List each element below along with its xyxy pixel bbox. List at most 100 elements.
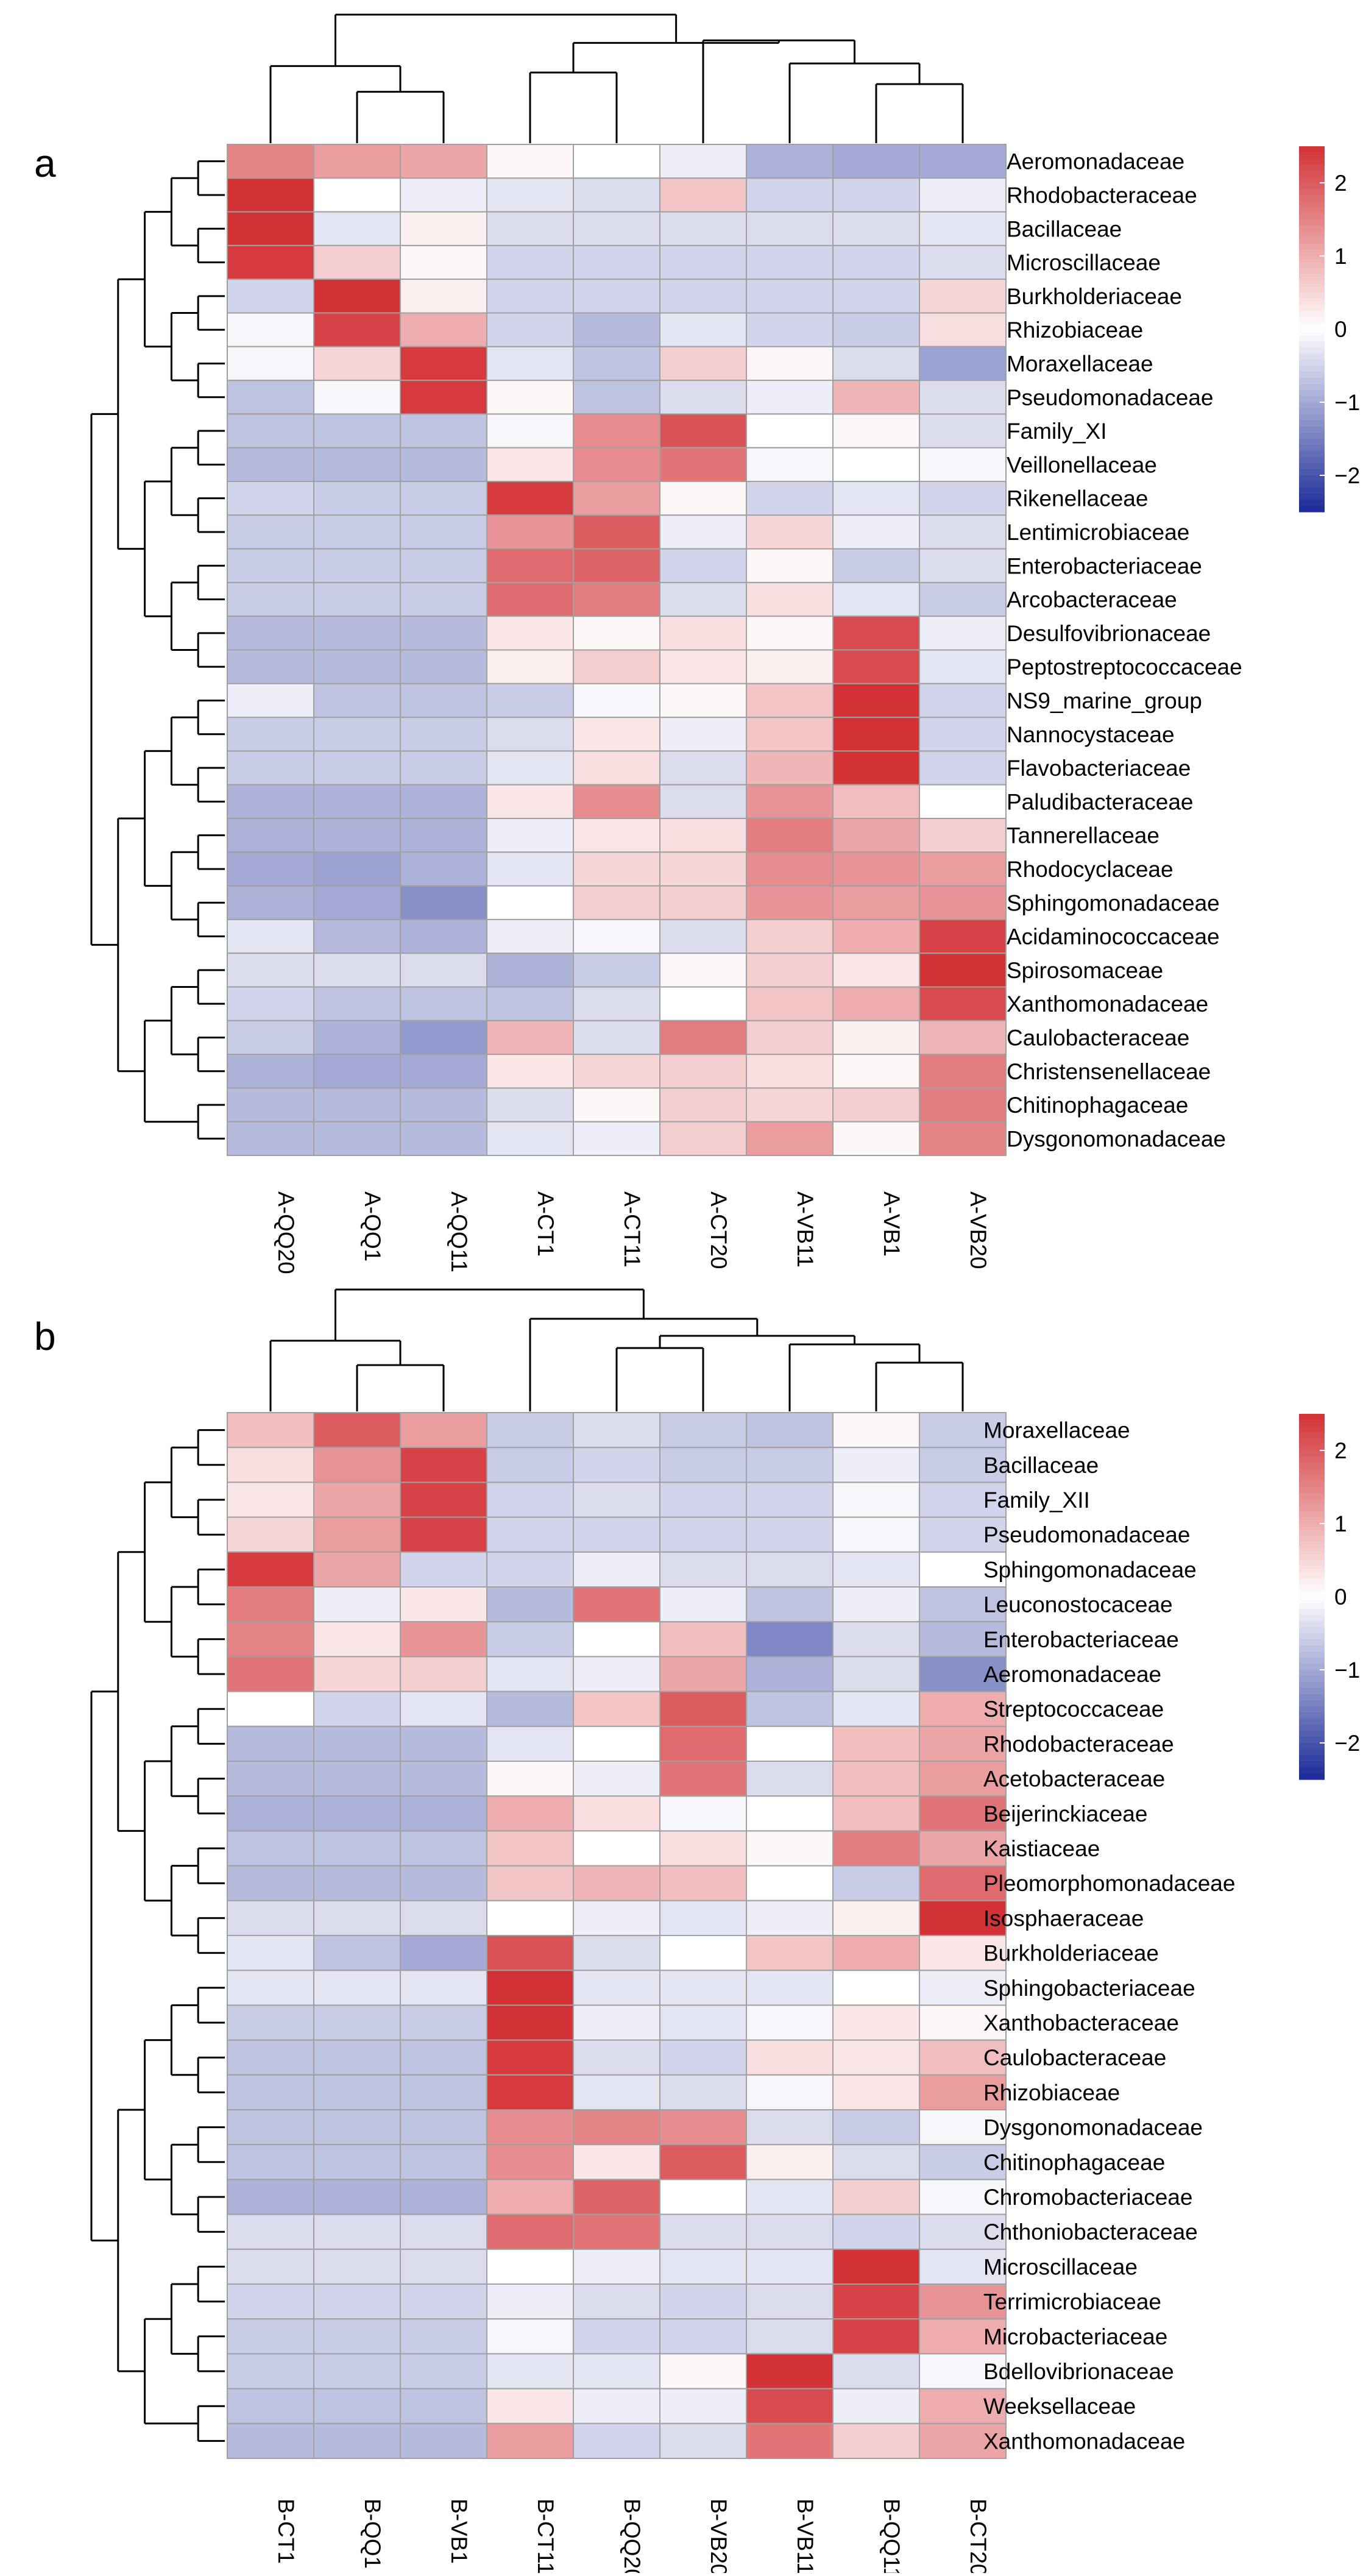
heatmap-cell-aeromonadaceae-a-vb11 xyxy=(746,144,834,179)
legend-swatch xyxy=(1299,1743,1325,1750)
column-label-a-ct11: A-CT11 xyxy=(620,1191,645,1268)
heatmap-cell-veillonellaceae-a-ct11 xyxy=(573,447,660,483)
heatmap-cell-nannocystaceae-a-qq11 xyxy=(400,717,487,752)
row-label-peptostreptococcaceae: Peptostreptococcaceae xyxy=(1007,655,1242,679)
heatmap-cell-enterobacteriaceae-b-ct1 xyxy=(227,1621,314,1658)
legend-swatch xyxy=(1299,1578,1325,1585)
heatmap-cell-burkholderiaceae-a-qq1 xyxy=(313,279,401,314)
row-label-aeromonadaceae: Aeromonadaceae xyxy=(983,1662,1161,1687)
heatmap-cell-sphingobacteriaceae-b-qq11 xyxy=(832,1970,920,2006)
heatmap-cell-xanthomonadaceae-b-vb20 xyxy=(659,2422,747,2460)
heatmap-cell-pseudomonadaceae-b-qq20 xyxy=(573,1516,660,1553)
heatmap-cell-aeromonadaceae-a-ct1 xyxy=(486,144,574,179)
column-label-a-qq11: A-QQ11 xyxy=(447,1191,472,1272)
heatmap-cell-caulobacteraceae-a-qq20 xyxy=(227,1020,314,1056)
row-label-pseudomonadaceae: Pseudomonadaceae xyxy=(1007,385,1213,410)
heatmap-cell-peptostreptococcaceae-a-vb11 xyxy=(746,649,834,684)
heatmap-cell-rhizobiaceae-b-ct20 xyxy=(919,2074,1007,2111)
legend-swatch xyxy=(1299,1469,1325,1475)
heatmap-cell-lentimicrobiaceae-a-ct1 xyxy=(486,514,574,550)
heatmap-cell-weeksellaceae-b-vb20 xyxy=(659,2388,747,2424)
heatmap-cell-rikenellaceae-a-vb1 xyxy=(832,481,920,516)
heatmap-cell-moraxellaceae-a-vb1 xyxy=(832,346,920,381)
heatmap-cell-rhodobacteraceae-b-vb11 xyxy=(746,1725,834,1762)
heatmap-cell-rhodobacteraceae-a-qq1 xyxy=(313,177,401,213)
heatmap-cell-flavobacteriaceae-a-ct20 xyxy=(659,750,747,786)
heatmap-cell-rikenellaceae-a-ct1 xyxy=(486,481,574,516)
heatmap-cell-dysgonomonadaceae-a-vb1 xyxy=(832,1121,920,1156)
heatmap-cell-rhizobiaceae-b-qq11 xyxy=(832,2074,920,2111)
heatmap-cell-sphingomonadaceae-b-vb11 xyxy=(746,1551,834,1588)
heatmap-cell-chthoniobacteraceae-b-ct20 xyxy=(919,2213,1007,2250)
heatmap-cell-desulfovibrionaceae-a-ct1 xyxy=(486,616,574,651)
heatmap-cell-burkholderiaceae-a-ct1 xyxy=(486,279,574,314)
heatmap-cell-ns9-marine-group-a-qq20 xyxy=(227,683,314,719)
heatmap-cell-terrimicrobiaceae-b-ct1 xyxy=(227,2283,314,2320)
heatmap-cell-burkholderiaceae-a-vb20 xyxy=(919,279,1007,314)
heatmap-cell-moraxellaceae-b-ct1 xyxy=(227,1412,314,1449)
legend-swatch xyxy=(1299,1524,1325,1530)
heatmap-cell-spirosomaceae-a-ct20 xyxy=(659,953,747,988)
heatmap-cell-rhodobacteraceae-a-ct20 xyxy=(659,177,747,213)
row-label-nannocystaceae: Nannocystaceae xyxy=(1007,722,1175,747)
heatmap-cell-xanthomonadaceae-a-qq1 xyxy=(313,986,401,1021)
heatmap-cell-acetobacteraceae-b-ct11 xyxy=(486,1761,574,1797)
heatmap-cell-caulobacteraceae-a-vb11 xyxy=(746,1020,834,1056)
column-label-b-qq11: B-QQ11 xyxy=(879,2499,904,2573)
panel-b: b Moraxellaceae Bacillaceae Family_XII Pseud… xyxy=(34,1288,1360,2576)
row-label-acetobacteraceae: Acetobacteraceae xyxy=(983,1767,1165,1792)
column-label-a-qq1: A-QQ1 xyxy=(360,1191,385,1261)
heatmap-cell-chitinophagaceae-a-qq1 xyxy=(313,1087,401,1123)
heatmap-cell-desulfovibrionaceae-a-ct11 xyxy=(573,616,660,651)
legend-swatch xyxy=(1299,439,1325,445)
heatmap-cell-spirosomaceae-a-vb1 xyxy=(832,953,920,988)
heatmap-cell-peptostreptococcaceae-a-ct20 xyxy=(659,649,747,684)
heatmap-cell-xanthomonadaceae-a-ct20 xyxy=(659,986,747,1021)
row-label-chitinophagaceae: Chitinophagaceae xyxy=(1007,1093,1188,1118)
heatmap-cell-desulfovibrionaceae-a-qq11 xyxy=(400,616,487,651)
heatmap-cell-xanthomonadaceae-a-vb11 xyxy=(746,986,834,1021)
heatmap-cell-caulobacteraceae-a-ct11 xyxy=(573,1020,660,1056)
heatmap-cell-isosphaeraceae-b-vb11 xyxy=(746,1900,834,1937)
heatmap-cell-chitinophagaceae-b-qq1 xyxy=(313,2144,401,2180)
row-label-desulfovibrionaceae: Desulfovibrionaceae xyxy=(1007,621,1211,646)
heatmap-cell-caulobacteraceae-a-qq11 xyxy=(400,1020,487,1056)
heatmap-cell-xanthomonadaceae-a-ct11 xyxy=(573,986,660,1021)
heatmap-cell-peptostreptococcaceae-a-qq11 xyxy=(400,649,487,684)
heatmap-cell-burkholderiaceae-a-ct11 xyxy=(573,279,660,314)
heatmap-cell-pleomorphomonadaceae-b-vb20 xyxy=(659,1865,747,1901)
legend-swatch xyxy=(1299,1444,1325,1451)
heatmap-cell-enterobacteriaceae-a-ct1 xyxy=(486,548,574,583)
heatmap-cell-moraxellaceae-b-ct20 xyxy=(919,1412,1007,1449)
heatmap-cell-bdellovibrionaceae-b-vb11 xyxy=(746,2353,834,2390)
heatmap-cell-enterobacteriaceae-a-vb1 xyxy=(832,548,920,583)
heatmap-cell-xanthobacteraceae-b-vb11 xyxy=(746,2004,834,2041)
heatmap-cell-nannocystaceae-a-vb1 xyxy=(832,717,920,752)
legend-swatch xyxy=(1299,1542,1325,1549)
heatmap-cell-pseudomonadaceae-a-vb20 xyxy=(919,380,1007,415)
legend-swatch xyxy=(1299,1749,1325,1756)
heatmap-cell-rhodobacteraceae-a-vb11 xyxy=(746,177,834,213)
heatmap-cell-acetobacteraceae-b-qq11 xyxy=(832,1761,920,1797)
row-label-chitinophagaceae: Chitinophagaceae xyxy=(983,2150,1165,2175)
heatmap-cell-dysgonomonadaceae-b-vb1 xyxy=(400,2109,487,2146)
heatmap-cell-ns9-marine-group-a-ct1 xyxy=(486,683,574,719)
legend-swatch xyxy=(1299,1639,1325,1646)
legend-swatch xyxy=(1299,1664,1325,1670)
heatmap-cell-caulobacteraceae-b-ct1 xyxy=(227,2039,314,2076)
legend-swatch xyxy=(1299,1487,1325,1494)
heatmap-cell-spirosomaceae-a-vb20 xyxy=(919,953,1007,988)
heatmap-cell-nannocystaceae-a-ct11 xyxy=(573,717,660,752)
legend-swatch xyxy=(1299,1517,1325,1524)
heatmap-cell-microscillaceae-b-vb1 xyxy=(400,2248,487,2285)
heatmap-cell-dysgonomonadaceae-a-ct1 xyxy=(486,1121,574,1156)
heatmap-cell-tannerellaceae-a-qq20 xyxy=(227,818,314,853)
row-label-microscillaceae: Microscillaceae xyxy=(1007,250,1161,275)
legend-swatch xyxy=(1299,475,1325,482)
heatmap-cell-rikenellaceae-a-qq11 xyxy=(400,481,487,516)
row-label-streptococcaceae: Streptococcaceae xyxy=(983,1697,1164,1722)
legend-swatch xyxy=(1299,1536,1325,1542)
legend-swatch xyxy=(1299,341,1325,348)
heatmap-cell-desulfovibrionaceae-a-vb20 xyxy=(919,616,1007,651)
heatmap-cell-chitinophagaceae-a-ct11 xyxy=(573,1087,660,1123)
